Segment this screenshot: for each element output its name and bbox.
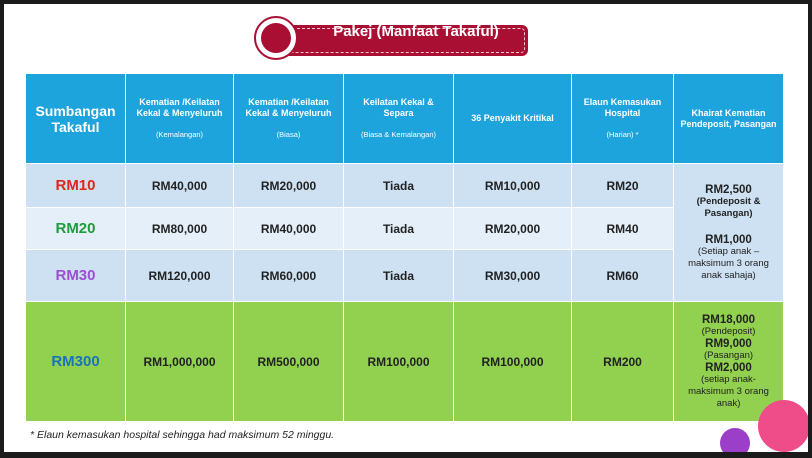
- header-label: Elaun Kemasukan Hospital: [583, 97, 662, 118]
- khairat-small-cell: RM2,500 (Pendeposit & Pasangan) RM1,000 …: [673, 163, 784, 302]
- header-label: Keilatan Kekal & Separa: [363, 97, 434, 118]
- decorative-circle-icon: [758, 400, 808, 452]
- table-row: RM30 RM120,000 RM60,000 Tiada RM30,000 R…: [25, 249, 784, 302]
- table-cell: RM1,000,000: [125, 301, 234, 422]
- khairat-amount: RM2,000: [705, 361, 752, 374]
- table-cell: RM40,000: [233, 207, 344, 250]
- header-penyakit-kritikal: 36 Penyakit Kritikal: [453, 73, 572, 164]
- plan-cell: RM10: [25, 163, 126, 208]
- khairat-note: (setiap anak- maksimum 3 orang anak): [688, 373, 769, 409]
- table-cell: RM10,000: [453, 163, 572, 208]
- page-title: Pakej (Manfaat Takaful): [333, 23, 499, 40]
- table-cell: RM120,000: [125, 249, 234, 302]
- title-circle-icon: [254, 16, 298, 60]
- decorative-circle-icon: [720, 428, 750, 452]
- khairat-amount: RM9,000: [705, 337, 752, 350]
- header-kematian-kemalangan: Kematian /Keilatan Kekal & Menyeluruh (K…: [125, 73, 234, 164]
- table-header-row: Sumbangan Takaful Kematian /Keilatan Kek…: [25, 73, 784, 164]
- plan-cell: RM20: [25, 207, 126, 250]
- table-cell: RM20,000: [453, 207, 572, 250]
- header-khairat-kematian: Khairat Kematian Pendeposit, Pasangan: [673, 73, 784, 164]
- header-keilatan-separa: Keilatan Kekal & Separa (Biasa & Kemalan…: [343, 73, 454, 164]
- khairat-large-cell: RM18,000 (Pendeposit) RM9,000 (Pasangan)…: [673, 301, 784, 422]
- table-cell: RM40,000: [125, 163, 234, 208]
- table-cell: RM80,000: [125, 207, 234, 250]
- table-cell: RM40: [571, 207, 674, 250]
- table-cell: Tiada: [343, 207, 454, 250]
- table-cell: RM60: [571, 249, 674, 302]
- table-cell: RM200: [571, 301, 674, 422]
- table-cell: RM500,000: [233, 301, 344, 422]
- khairat-amount: RM18,000: [701, 313, 756, 326]
- khairat-amount: RM2,500: [705, 183, 752, 196]
- header-sumbangan: Sumbangan Takaful: [25, 73, 126, 164]
- slide: Pakej (Manfaat Takaful) Sumbangan Takafu…: [4, 4, 808, 452]
- header-sublabel: (Biasa): [276, 130, 301, 139]
- plan-cell: RM300: [25, 301, 126, 422]
- khairat-note: (Pendeposit & Pasangan): [696, 195, 761, 219]
- table-cell: RM20,000: [233, 163, 344, 208]
- khairat-amount: RM1,000: [705, 233, 752, 246]
- footnote: * Elaun kemasukan hospital sehingga had …: [30, 429, 335, 441]
- benefit-table: Sumbangan Takaful Kematian /Keilatan Kek…: [25, 73, 784, 422]
- table-cell: RM30,000: [453, 249, 572, 302]
- header-kematian-biasa: Kematian /Keilatan Kekal & Menyeluruh (B…: [233, 73, 344, 164]
- table-cell: Tiada: [343, 249, 454, 302]
- table-cell: Tiada: [343, 163, 454, 208]
- table-row: RM20 RM80,000 RM40,000 Tiada RM20,000 RM…: [25, 207, 784, 250]
- table-row: RM300 RM1,000,000 RM500,000 RM100,000 RM…: [25, 301, 784, 422]
- header-label: Kematian /Keilatan Kekal & Menyeluruh: [245, 97, 332, 118]
- title-badge: Pakej (Manfaat Takaful): [254, 16, 532, 64]
- title-pill: [280, 25, 528, 56]
- header-sublabel: (Harian) *: [606, 130, 639, 139]
- plan-cell: RM30: [25, 249, 126, 302]
- table-cell: RM20: [571, 163, 674, 208]
- header-elaun-hospital: Elaun Kemasukan Hospital (Harian) *: [571, 73, 674, 164]
- khairat-note: (Setiap anak – maksimum 3 orang anak sah…: [688, 245, 769, 281]
- header-label: Kematian /Keilatan Kekal & Menyeluruh: [136, 97, 223, 118]
- khairat-note: (Pasangan): [703, 349, 754, 361]
- table-row: RM10 RM40,000 RM20,000 Tiada RM10,000 RM…: [25, 163, 784, 302]
- khairat-note: (Pendeposit): [701, 325, 756, 337]
- header-sublabel: (Kemalangan): [155, 130, 204, 139]
- table-cell: RM100,000: [453, 301, 572, 422]
- header-sublabel: (Biasa & Kemalangan): [360, 130, 437, 139]
- table-cell: RM100,000: [343, 301, 454, 422]
- table-cell: RM60,000: [233, 249, 344, 302]
